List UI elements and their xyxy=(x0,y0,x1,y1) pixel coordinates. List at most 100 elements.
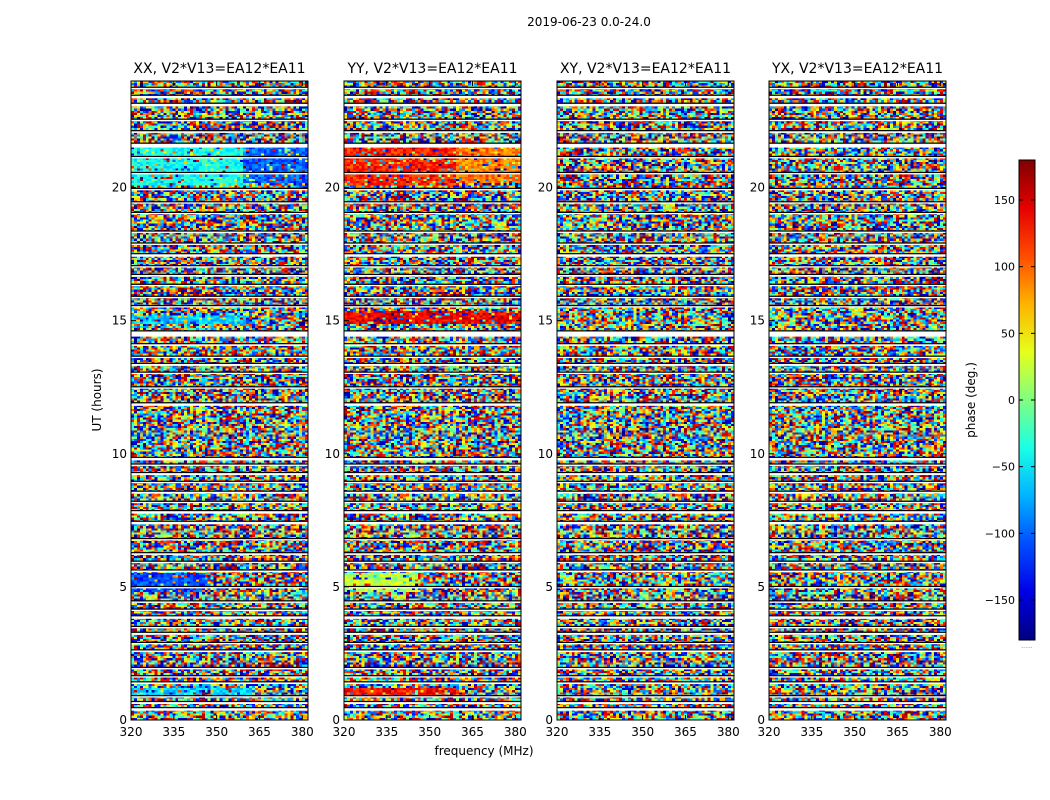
gap-edge xyxy=(557,666,734,669)
gap-edge xyxy=(557,649,734,651)
flagged-gap xyxy=(131,356,308,359)
gap-edge xyxy=(769,155,946,158)
flagged-gap xyxy=(344,601,521,603)
flagged-gap xyxy=(131,202,308,204)
y-tick-label: 10 xyxy=(538,447,553,461)
gap-edge xyxy=(557,500,734,502)
flagged-gap xyxy=(131,464,308,466)
flagged-gap xyxy=(131,243,308,245)
panel-title: YY, V2*V13=EA12*EA11 xyxy=(346,61,517,77)
flagged-gap xyxy=(344,708,521,711)
gap-edge xyxy=(344,569,521,571)
gap-edge xyxy=(769,490,946,492)
gap-edge xyxy=(131,371,308,373)
gap-edge xyxy=(131,480,308,482)
gap-edge xyxy=(344,471,521,474)
x-tick-label: 350 xyxy=(843,725,866,739)
panels-group: XX, V2*V13=EA12*EA11 320 335 350 365 380 0 5 10 1… xyxy=(112,61,952,739)
gap-edge xyxy=(769,211,946,213)
y-tick-label: 5 xyxy=(119,580,127,594)
x-tick-label: 320 xyxy=(120,725,143,739)
gap-edge xyxy=(557,537,734,540)
flagged-gap xyxy=(344,344,521,346)
gap-edge xyxy=(344,283,521,285)
gap-edge xyxy=(131,118,308,120)
gap-edge xyxy=(557,681,734,683)
gap-edge xyxy=(131,615,308,617)
gap-edge xyxy=(344,386,521,388)
gap-edge xyxy=(344,520,521,522)
gap-edge xyxy=(557,402,734,404)
gap-edge xyxy=(557,552,734,554)
flagged-gap xyxy=(131,553,308,555)
gap-edge xyxy=(769,187,946,190)
gap-edge xyxy=(769,355,946,357)
panel-4: YX, V2*V13=EA12*EA11 320 335 350 365 380 0 5 10 1… xyxy=(750,61,952,739)
flagged-gap xyxy=(344,676,521,678)
gap-edge xyxy=(344,295,521,297)
gap-edge xyxy=(344,355,521,357)
gap-edge xyxy=(769,600,946,602)
colorbar-label: phase (deg.) xyxy=(964,362,978,438)
gap-edge xyxy=(131,608,308,610)
gap-edge xyxy=(557,155,734,158)
flagged-gap xyxy=(557,609,734,612)
gap-edge xyxy=(769,500,946,502)
y-tick-label: 5 xyxy=(757,580,765,594)
flagged-gap xyxy=(131,331,308,337)
gap-edge xyxy=(769,142,946,144)
gap-edge xyxy=(769,695,946,697)
flagged-gap xyxy=(131,570,308,573)
flagged-gap xyxy=(344,642,521,645)
flagged-gap xyxy=(344,284,521,287)
gap-edge xyxy=(344,273,521,276)
gap-edge xyxy=(344,402,521,404)
flagged-gap xyxy=(769,601,946,603)
gap-edge xyxy=(769,273,946,276)
gap-edge xyxy=(131,355,308,357)
gap-edge xyxy=(557,201,734,203)
gap-edge xyxy=(131,585,308,588)
x-tick-label: 335 xyxy=(800,725,823,739)
gap-edge xyxy=(769,552,946,554)
flagged-gap xyxy=(769,472,946,476)
gap-edge xyxy=(131,130,308,132)
flagged-gap xyxy=(557,87,734,90)
gap-edge xyxy=(131,641,308,643)
gap-edge xyxy=(344,600,521,602)
colorbar-tick-label: −100 xyxy=(985,527,1015,540)
flagged-gap xyxy=(557,586,734,589)
gap-edge xyxy=(557,230,734,232)
flagged-gap xyxy=(131,601,308,603)
flagged-gap xyxy=(131,363,308,366)
gap-edge xyxy=(769,330,946,332)
flagged-gap xyxy=(344,103,521,107)
flagged-gap xyxy=(769,188,946,191)
flagged-gap xyxy=(769,202,946,204)
gap-edge xyxy=(344,155,521,158)
flagged-gap xyxy=(344,372,521,375)
gap-edge xyxy=(131,509,308,512)
gap-edge xyxy=(131,242,308,244)
gap-edge xyxy=(131,265,308,267)
flagged-gap xyxy=(769,501,946,504)
flagged-gap xyxy=(344,538,521,541)
flagged-gap xyxy=(131,538,308,541)
flagged-gap xyxy=(557,632,734,635)
gap-edge xyxy=(344,695,521,697)
gap-edge xyxy=(344,625,521,628)
gap-edge xyxy=(769,608,946,610)
gap-edge xyxy=(131,283,308,285)
flagged-gap xyxy=(769,274,946,277)
flagged-gap xyxy=(131,296,308,299)
flagged-gap xyxy=(557,356,734,359)
flagged-gap xyxy=(769,676,946,678)
flagged-gap xyxy=(557,212,734,215)
flagged-gap xyxy=(557,667,734,670)
panel-frame xyxy=(768,80,947,721)
x-tick-label: 320 xyxy=(333,725,356,739)
gap-edge xyxy=(344,463,521,465)
flagged-gap xyxy=(344,570,521,573)
gap-edge xyxy=(557,608,734,610)
gap-edge xyxy=(131,201,308,203)
